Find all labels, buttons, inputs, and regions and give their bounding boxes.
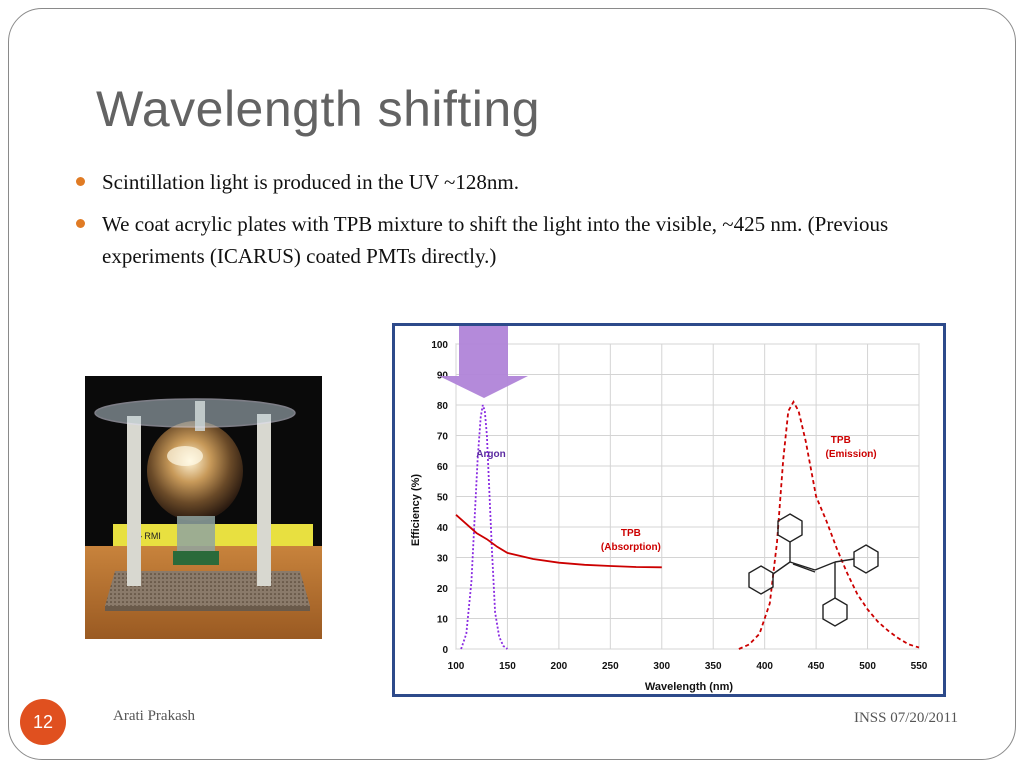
footer-date: INSS 07/20/2011 <box>853 710 958 726</box>
chart-annotation: TPB <box>831 435 851 446</box>
y-tick-label: 50 <box>437 493 449 504</box>
chart-annotation: TPB <box>621 528 641 539</box>
tpb-molecule-icon <box>748 513 879 627</box>
chart-annotation: (Emission) <box>826 449 877 460</box>
bullet-dot-icon <box>76 219 85 228</box>
series-line <box>460 404 508 650</box>
y-tick-label: 100 <box>431 340 448 351</box>
chart-annotation: (Absorption) <box>601 542 661 553</box>
x-tick-label: 250 <box>602 661 619 672</box>
bullet-dot-icon <box>76 177 85 186</box>
bullet-item: Scintillation light is produced in the U… <box>74 166 994 198</box>
y-tick-label: 10 <box>437 615 449 626</box>
y-tick-label: 70 <box>437 432 449 443</box>
y-tick-label: 40 <box>437 523 449 534</box>
series-line <box>455 514 662 569</box>
bullet-text: Scintillation light is produced in the U… <box>102 170 519 194</box>
slide-frame <box>8 8 1016 760</box>
page-number-badge: 12 <box>20 699 66 745</box>
y-tick-label: 30 <box>437 554 449 565</box>
y-tick-label: 0 <box>442 645 448 656</box>
incident-light-arrow-icon <box>439 326 528 398</box>
x-tick-label: 450 <box>808 661 825 672</box>
y-tick-label: 80 <box>437 401 449 412</box>
y-tick-label: 60 <box>437 462 449 473</box>
x-tick-label: 100 <box>448 661 465 672</box>
x-tick-label: 200 <box>551 661 568 672</box>
bullet-list: Scintillation light is produced in the U… <box>74 166 994 282</box>
x-tick-label: 550 <box>911 661 928 672</box>
pmt-photo: ◆ RMI <box>85 376 322 639</box>
footer-author: Arati Prakash <box>113 708 196 724</box>
x-axis-label: Wavelength (nm) <box>645 681 734 693</box>
bullet-item: We coat acrylic plates with TPB mixture … <box>74 208 994 272</box>
y-tick-label: 20 <box>437 584 449 595</box>
x-tick-label: 500 <box>859 661 876 672</box>
efficiency-chart-svg: 100 150 200 250 300 350 400 450 500 550 0 10 20 30 40 5… <box>410 326 928 693</box>
svg-text:◆ RMI: ◆ RMI <box>135 531 161 541</box>
x-tick-label: 150 <box>499 661 516 672</box>
y-axis-label: Efficiency (%) <box>410 474 422 546</box>
slide-title: Wavelength shifting <box>96 81 540 137</box>
x-tick-label: 350 <box>705 661 722 672</box>
x-tick-label: 300 <box>653 661 670 672</box>
chart-annotation: Argon <box>476 449 505 460</box>
bullet-text: We coat acrylic plates with TPB mixture … <box>102 212 889 268</box>
x-tick-label: 400 <box>756 661 773 672</box>
series-line <box>738 400 920 650</box>
efficiency-chart: 100 150 200 250 300 350 400 450 500 550 0 10 20 30 40 5… <box>392 323 946 697</box>
